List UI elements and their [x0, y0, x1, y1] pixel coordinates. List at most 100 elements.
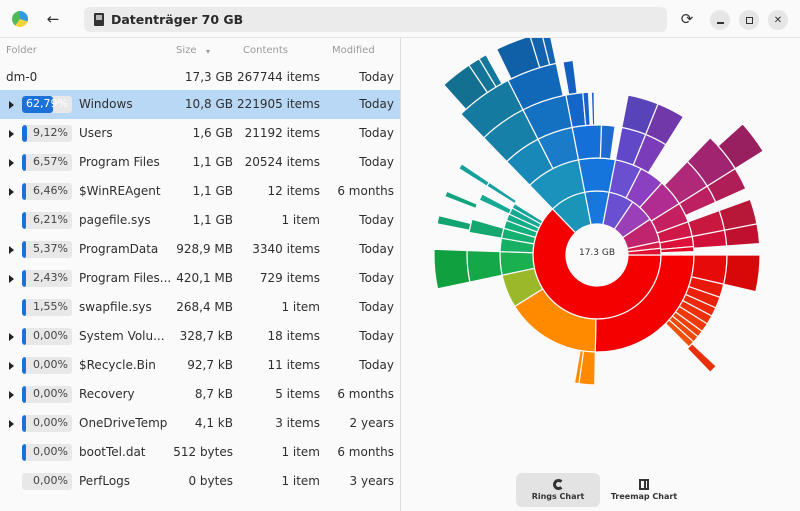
expand-arrow-icon[interactable]: [9, 333, 14, 341]
back-button[interactable]: ←: [42, 8, 64, 30]
usage-bar: 0,00%: [22, 444, 72, 461]
item-name: $WinREAgent: [79, 184, 161, 198]
expand-arrow-icon[interactable]: [9, 130, 14, 138]
column-folder[interactable]: Folder: [6, 45, 37, 56]
root-size: 17,3 GB: [184, 70, 233, 84]
item-name: Program Files...: [79, 271, 172, 285]
item-contents: 3 items: [275, 416, 320, 430]
usage-bar: 0,00%: [22, 415, 72, 432]
expand-arrow-icon[interactable]: [9, 275, 14, 283]
minimize-button[interactable]: [710, 10, 730, 30]
maximize-button[interactable]: [739, 10, 759, 30]
close-button[interactable]: ✕: [768, 10, 788, 30]
reload-icon: ⟳: [680, 10, 694, 28]
table-row[interactable]: 6,21% pagefile.sys 1,1 GB 1 item Today: [0, 206, 400, 235]
item-size: 1,1 GB: [192, 155, 233, 169]
table-row[interactable]: 9,12% Users 1,6 GB 21192 items Today: [0, 119, 400, 148]
item-size: 8,7 kB: [194, 387, 233, 401]
item-contents: 11 items: [267, 358, 320, 372]
treemap-chart-icon: [639, 479, 649, 490]
item-contents: 21192 items: [244, 126, 320, 140]
ring-segment[interactable]: [444, 190, 479, 210]
usage-percent: 9,12%: [33, 126, 68, 139]
ring-segment[interactable]: [582, 91, 591, 127]
usage-bar-fill: [22, 444, 26, 461]
expand-arrow-icon[interactable]: [9, 188, 14, 196]
item-contents: 1 item: [281, 213, 320, 227]
expand-arrow-icon[interactable]: [9, 420, 14, 428]
usage-bar-fill: [22, 183, 26, 200]
item-contents: 20524 items: [244, 155, 320, 169]
ring-segment[interactable]: [722, 254, 761, 293]
ring-segment[interactable]: [562, 59, 578, 96]
expand-arrow-icon[interactable]: [9, 246, 14, 254]
ring-segment[interactable]: [466, 249, 503, 283]
ring-segment[interactable]: [599, 124, 616, 160]
table-row[interactable]: 6,46% $WinREAgent 1,1 GB 12 items 6 months: [0, 177, 400, 206]
column-size[interactable]: Size: [176, 45, 197, 56]
rings-chart-button[interactable]: Rings Chart: [516, 473, 600, 507]
table-row[interactable]: 6,57% Program Files 1,1 GB 20524 items Today: [0, 148, 400, 177]
item-size: 328,7 kB: [179, 329, 233, 343]
usage-percent: 0,00%: [33, 445, 68, 458]
root-row[interactable]: dm-0 17,3 GB 267744 items Today: [0, 64, 400, 90]
ring-segment[interactable]: [478, 193, 513, 215]
expand-arrow-icon[interactable]: [9, 362, 14, 370]
usage-bar: 6,57%: [22, 154, 72, 171]
minimize-icon: [716, 21, 724, 24]
item-modified: Today: [359, 155, 394, 169]
ring-segment[interactable]: [542, 38, 557, 66]
table-row[interactable]: 0,00% System Volu... 328,7 kB 18 items Today: [0, 322, 400, 351]
table-row[interactable]: 2,43% Program Files... 420,1 MB 729 items To…: [0, 264, 400, 293]
ring-segment[interactable]: [511, 202, 544, 225]
table-row[interactable]: 0,00% PerfLogs 0 bytes 1 item 3 years: [0, 467, 400, 496]
item-modified: 3 years: [349, 474, 394, 488]
column-modified[interactable]: Modified: [332, 45, 375, 56]
location-bar[interactable]: Datenträger 70 GB: [84, 7, 667, 32]
item-name: swapfile.sys: [79, 300, 152, 314]
table-row[interactable]: 1,55% swapfile.sys 268,4 MB 1 item Today: [0, 293, 400, 322]
ring-segment[interactable]: [686, 342, 718, 374]
ring-segment[interactable]: [457, 163, 491, 187]
item-size: 92,7 kB: [187, 358, 233, 372]
usage-percent: 0,00%: [33, 474, 68, 487]
ring-segment[interactable]: [468, 218, 505, 239]
reload-button[interactable]: ⟳: [677, 9, 697, 29]
item-modified: Today: [359, 126, 394, 140]
ring-segment[interactable]: [433, 248, 471, 290]
item-size: 1,6 GB: [192, 126, 233, 140]
item-size: 1,1 GB: [192, 213, 233, 227]
app-logo-icon: [12, 11, 28, 27]
ring-segment[interactable]: [436, 214, 472, 231]
item-size: 268,4 MB: [176, 300, 233, 314]
usage-bar: 5,37%: [22, 241, 72, 258]
pane-divider[interactable]: [400, 38, 401, 511]
ring-segment[interactable]: [706, 167, 747, 203]
table-row[interactable]: 0,00% OneDriveTemp 4,1 kB 3 items 2 years: [0, 409, 400, 438]
usage-bar-fill: [22, 328, 26, 345]
table-row[interactable]: 0,00% bootTel.dat 512 bytes 1 item 6 months: [0, 438, 400, 467]
item-contents: 5 items: [275, 387, 320, 401]
ring-segment[interactable]: [573, 349, 585, 385]
table-row[interactable]: 0,00% Recovery 8,7 kB 5 items 6 months: [0, 380, 400, 409]
table-row[interactable]: 62,79% Windows 10,8 GB 221905 items Today: [0, 90, 400, 119]
ring-segment[interactable]: [590, 91, 596, 126]
ring-segment[interactable]: [723, 223, 761, 247]
usage-percent: 6,57%: [33, 155, 68, 168]
ring-segment[interactable]: [644, 103, 685, 146]
ring-segment[interactable]: [478, 53, 503, 88]
usage-bar: 0,00%: [22, 328, 72, 345]
rings-chart[interactable]: [401, 38, 800, 468]
item-name: System Volu...: [79, 329, 165, 343]
item-modified: Today: [359, 271, 394, 285]
expand-arrow-icon[interactable]: [9, 391, 14, 399]
table-row[interactable]: 5,37% ProgramData 928,9 MB 3340 items Today: [0, 235, 400, 264]
expand-arrow-icon[interactable]: [9, 159, 14, 167]
column-contents[interactable]: Contents: [243, 45, 288, 56]
treemap-chart-button[interactable]: Treemap Chart: [604, 473, 684, 507]
expand-arrow-icon[interactable]: [9, 101, 14, 109]
item-name: Windows: [79, 97, 133, 111]
table-row[interactable]: 0,00% $Recycle.Bin 92,7 kB 11 items Today: [0, 351, 400, 380]
ring-segment[interactable]: [717, 123, 765, 170]
